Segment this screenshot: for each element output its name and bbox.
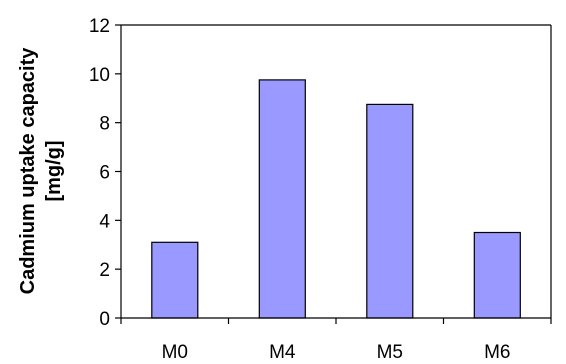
y-tick-label-8: 8 [99, 114, 110, 135]
y-tick-label-4: 4 [99, 211, 110, 232]
bar-m5 [366, 103, 414, 319]
y-axis-label-line1: Cadmium uptake capacity [17, 47, 39, 295]
y-tick-label-2: 2 [99, 260, 110, 281]
y-tick-label-6: 6 [99, 163, 110, 184]
y-tick-label-10: 10 [89, 65, 110, 86]
bar-m4 [258, 79, 306, 319]
y-tick-label-12: 12 [89, 16, 110, 37]
x-tick-label-m4: M4 [269, 342, 296, 363]
y-axis-label-line2: [mg/g] [43, 140, 65, 201]
bar-m0 [151, 241, 199, 319]
x-tick-label-m0: M0 [162, 342, 188, 363]
x-tick-label-m6: M6 [484, 342, 510, 363]
ticks: M0 M4 M5 M6 0 2 4 6 8 10 12 [89, 16, 511, 363]
bars [151, 79, 521, 319]
y-axis-label: Cadmium uptake capacity [mg/g] [17, 47, 65, 295]
axes [115, 24, 552, 324]
y-tick-label-0: 0 [99, 309, 110, 330]
x-tick-label-m5: M5 [377, 342, 403, 363]
bar-m6 [473, 231, 521, 319]
